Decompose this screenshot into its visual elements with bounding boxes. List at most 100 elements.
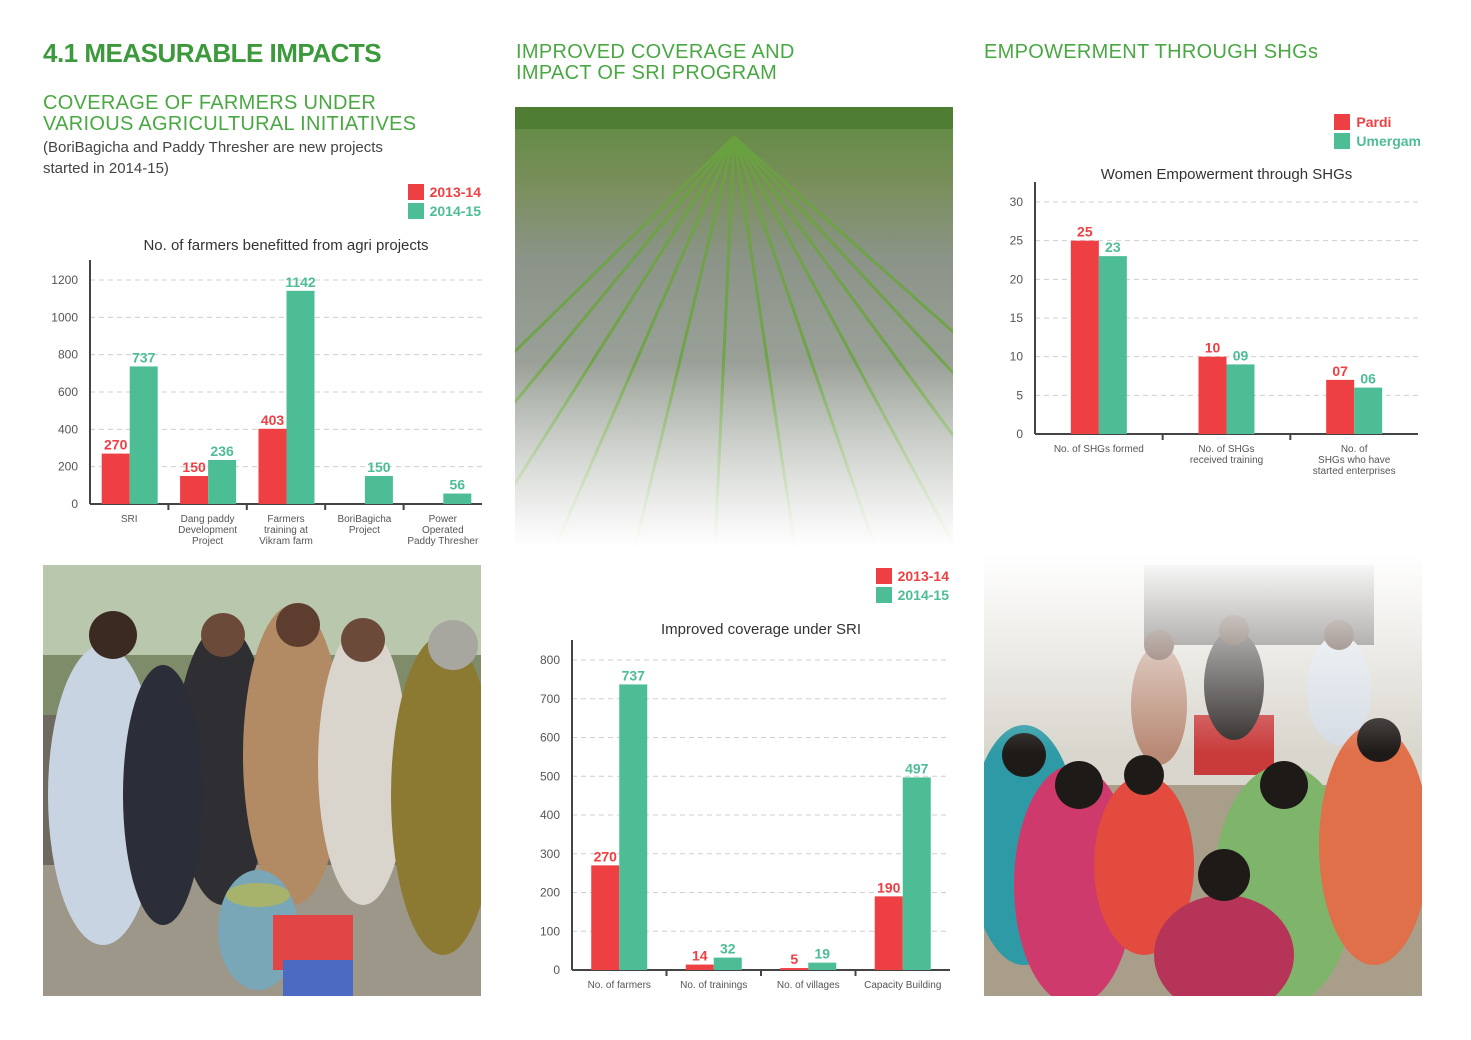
x-category-label: No. of villages	[777, 980, 840, 991]
x-category-label: No. of trainings	[680, 980, 747, 991]
bar-value-label: 25	[1077, 224, 1093, 240]
bar-series-a	[1198, 356, 1227, 434]
bar-series-a	[1326, 379, 1355, 434]
y-tick-label: 800	[540, 653, 560, 667]
bar-value-label: 737	[622, 667, 646, 683]
coverage-note: (BoriBagicha and Paddy Thresher are new …	[43, 137, 383, 179]
bar-series-b	[713, 957, 742, 970]
x-category-label: Project	[349, 525, 380, 536]
y-tick-label: 600	[58, 385, 78, 399]
bar-value-label: 497	[905, 760, 929, 776]
bar-value-label: 190	[877, 879, 901, 895]
bar-series-a	[780, 968, 809, 970]
x-category-label: SRI	[121, 514, 138, 525]
legend-swatch-green	[1334, 132, 1351, 149]
x-category-label: Dang paddy	[181, 514, 235, 525]
legend-item-a: 2013-14	[875, 566, 949, 585]
legend-label-pardi: Pardi	[1356, 113, 1392, 130]
y-tick-label: 10	[1010, 350, 1024, 364]
bar-series-b	[1226, 364, 1255, 434]
y-tick-label: 400	[58, 422, 78, 436]
bar-series-a	[180, 476, 209, 504]
chart-title: Women Empowerment through SHGs	[1101, 166, 1353, 183]
bar-series-b	[443, 493, 472, 504]
y-tick-label: 1000	[51, 310, 78, 324]
y-tick-label: 30	[1010, 195, 1024, 209]
bar-series-b	[619, 684, 648, 970]
legend-swatch-red	[875, 567, 892, 584]
y-tick-label: 300	[540, 847, 560, 861]
x-category-label: Farmers	[267, 514, 304, 525]
bar-value-label: 09	[1233, 347, 1249, 363]
bar-value-label: 32	[720, 941, 736, 957]
y-tick-label: 15	[1010, 311, 1024, 325]
y-tick-label: 600	[540, 731, 560, 745]
x-category-label: No. of	[1341, 444, 1368, 455]
y-tick-label: 1200	[51, 273, 78, 287]
legend-label-a: 2013-14	[897, 567, 949, 584]
coverage-note-line-2: started in 2014-15)	[43, 160, 169, 177]
legend-item-a: 2013-14	[407, 182, 481, 201]
bar-value-label: 236	[210, 443, 234, 459]
coverage-note-line-1: (BoriBagicha and Paddy Thresher are new …	[43, 139, 383, 156]
bar-series-a	[1070, 240, 1099, 434]
bar-value-label: 56	[450, 477, 466, 493]
bar-value-label: 270	[104, 437, 128, 453]
legend-swatch-red	[407, 183, 424, 200]
bar-series-b	[808, 962, 837, 970]
x-category-label: Capacity Building	[864, 980, 941, 991]
chart-title: Improved coverage under SRI	[661, 621, 861, 638]
x-category-label: Project	[192, 536, 223, 547]
chart-svg: Improved coverage under SRI 0 100 200 300 400…	[540, 621, 950, 991]
legend-label-b: 2014-15	[429, 202, 481, 219]
sri-title-line-2: IMPACT OF SRI PROGRAM	[516, 62, 778, 84]
y-tick-label: 200	[540, 886, 560, 900]
x-category-label: Power	[429, 514, 458, 525]
x-category-label: SHGs who have	[1318, 455, 1391, 466]
bar-value-label: 23	[1105, 239, 1121, 255]
coverage-title-line-2: VARIOUS AGRICULTURAL INITIATIVES	[43, 113, 417, 135]
farmers-demo-illustration	[43, 565, 481, 996]
y-tick-label: 20	[1010, 272, 1024, 286]
legend-item-b: 2014-15	[875, 585, 949, 604]
y-tick-label: 200	[58, 460, 78, 474]
legend-swatch-red	[1334, 113, 1351, 130]
shg-meeting-photo	[984, 555, 1422, 996]
y-tick-label: 500	[540, 769, 560, 783]
bar-series-a	[685, 964, 714, 970]
chart-svg: No. of farmers benefitted from agri proj…	[51, 237, 482, 547]
bar-value-label: 150	[367, 459, 391, 475]
sri-section-title: IMPROVED COVERAGE AND IMPACT OF SRI PROG…	[516, 42, 795, 84]
coverage-section-title: COVERAGE OF FARMERS UNDER VARIOUS AGRICU…	[43, 93, 416, 135]
x-category-label: Vikram farm	[259, 536, 313, 547]
farmers-field-photo	[43, 565, 481, 996]
coverage-title-line-1: COVERAGE OF FARMERS UNDER	[43, 92, 377, 114]
y-tick-label: 400	[540, 808, 560, 822]
bar-value-label: 07	[1332, 363, 1348, 379]
bar-value-label: 150	[182, 459, 206, 475]
legend-sri: 2013-14 2014-15	[875, 566, 949, 604]
page-title: 4.1 MEASURABLE IMPACTS	[43, 38, 382, 68]
x-category-label: Operated	[422, 525, 464, 536]
bar-series-b	[1354, 387, 1383, 434]
x-category-label: Development	[178, 525, 237, 536]
bar-series-a	[874, 896, 903, 970]
x-category-label: No. of SHGs formed	[1054, 444, 1144, 455]
x-category-label: BoriBagicha	[337, 514, 391, 525]
legend-shg: Pardi Umergam	[1334, 112, 1421, 150]
legend-label-b: 2014-15	[897, 586, 949, 603]
bar-series-b	[364, 476, 393, 504]
bar-series-b	[1098, 256, 1127, 434]
x-category-label: Paddy Thresher	[407, 536, 479, 547]
bar-value-label: 06	[1360, 371, 1376, 387]
bar-value-label: 10	[1205, 340, 1221, 356]
bar-series-a	[258, 428, 287, 504]
x-category-label: started enterprises	[1313, 466, 1396, 477]
legend-swatch-green	[875, 586, 892, 603]
y-tick-label: 800	[58, 348, 78, 362]
legend-label-umergam: Umergam	[1356, 132, 1421, 149]
y-tick-label: 0	[1016, 427, 1023, 441]
legend-item-umergam: Umergam	[1334, 131, 1421, 150]
paddy-field-photo	[515, 107, 953, 547]
bar-value-label: 19	[814, 946, 830, 962]
